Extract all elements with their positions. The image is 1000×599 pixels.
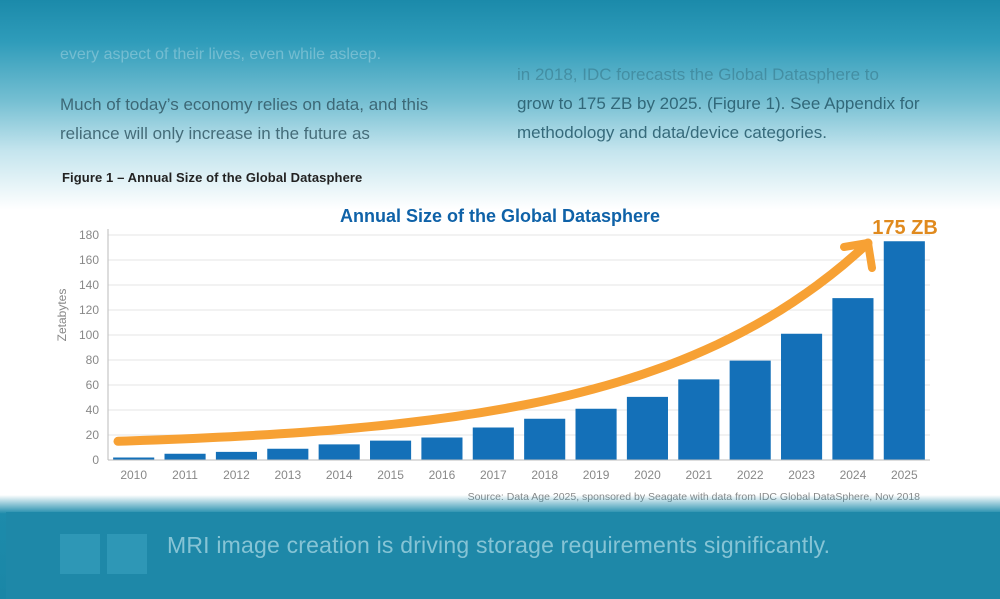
bar-2017 <box>472 427 514 460</box>
x-tick-label: 2025 <box>891 468 918 482</box>
right-paragraph-dim-line: in 2018, IDC forecasts the Global Datasp… <box>517 65 879 84</box>
bar-2025 <box>883 241 925 460</box>
bar-2012 <box>215 451 257 460</box>
figure-caption: Figure 1 – Annual Size of the Global Dat… <box>62 170 363 185</box>
bar-2015 <box>370 440 412 460</box>
bars <box>113 241 925 460</box>
y-tick-label: 140 <box>79 278 99 292</box>
x-tick-label: 2012 <box>223 468 250 482</box>
header-gradient <box>0 0 1000 210</box>
faded-text-line: every aspect of their lives, even while … <box>60 46 382 63</box>
y-axis-label: Zetabytes <box>55 289 69 342</box>
x-tick-labels: 2010 2011 2012 2013 2014 2015 2016 2017 2018 2019… <box>120 468 918 482</box>
y-tick-label: 40 <box>86 403 100 417</box>
bar-2023 <box>781 333 823 460</box>
y-tick-label: 160 <box>79 253 99 267</box>
bar-2014 <box>318 444 360 460</box>
footer-panel <box>6 512 1000 599</box>
y-tick-label: 120 <box>79 303 99 317</box>
footer-square-icon <box>60 534 100 574</box>
growth-arrow <box>113 238 873 446</box>
left-paragraph: Much of today’s economy relies on data, … <box>60 95 429 143</box>
bar-2024 <box>832 298 874 460</box>
bar-2021 <box>678 379 720 460</box>
x-tick-label: 2024 <box>840 468 867 482</box>
growth-arrowhead <box>840 239 876 272</box>
right-paragraph: in 2018, IDC forecasts the Global Datasp… <box>517 60 957 147</box>
x-tick-label: 2010 <box>120 468 147 482</box>
y-tick-label: 0 <box>92 453 99 467</box>
bar-2022 <box>729 360 771 460</box>
bar-2016 <box>421 437 463 460</box>
bar-2013 <box>267 448 309 460</box>
bar-2019 <box>575 408 617 460</box>
bar-chart: Annual Size of the Global Datasphere Zet… <box>55 206 938 503</box>
x-tick-label: 2013 <box>274 468 301 482</box>
x-tick-label: 2022 <box>737 468 764 482</box>
x-tick-label: 2018 <box>531 468 558 482</box>
x-tick-label: 2015 <box>377 468 404 482</box>
bar-2020 <box>626 396 668 460</box>
x-tick-label: 2019 <box>583 468 610 482</box>
x-tick-label: 2016 <box>429 468 456 482</box>
y-tick-label: 60 <box>86 378 100 392</box>
x-tick-label: 2023 <box>788 468 815 482</box>
footer-text: MRI image creation is driving storage re… <box>167 532 831 558</box>
x-tick-label: 2014 <box>326 468 353 482</box>
value-annotation: 175 ZB <box>872 217 938 239</box>
y-tick-label: 100 <box>79 328 99 342</box>
footer-square-icon <box>107 534 147 574</box>
right-paragraph-body: grow to 175 ZB by 2025. (Figure 1). See … <box>517 94 920 142</box>
bar-2018 <box>524 418 566 460</box>
x-tick-label: 2017 <box>480 468 507 482</box>
y-tick-label: 180 <box>79 228 99 242</box>
y-tick-label: 20 <box>86 428 100 442</box>
bar-2011 <box>164 453 206 460</box>
chart-title: Annual Size of the Global Datasphere <box>340 206 660 226</box>
bar-2010 <box>113 457 155 460</box>
y-tick-labels: 0 20 40 60 80 100 120 140 160 180 <box>79 228 99 467</box>
x-tick-label: 2020 <box>634 468 661 482</box>
x-tick-label: 2021 <box>685 468 712 482</box>
y-tick-label: 80 <box>86 353 100 367</box>
x-tick-label: 2011 <box>172 468 198 482</box>
chart-container: Annual Size of the Global Datasphere Zet… <box>0 195 1000 515</box>
